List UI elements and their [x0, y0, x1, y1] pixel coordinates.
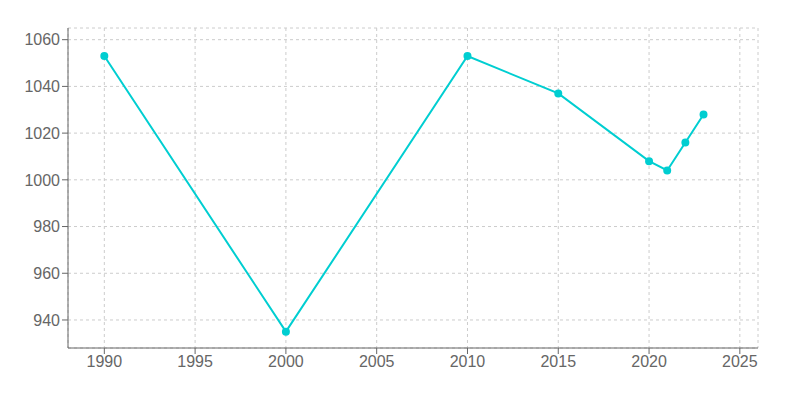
svg-text:2005: 2005 [359, 353, 395, 370]
svg-text:1995: 1995 [177, 353, 213, 370]
svg-text:2010: 2010 [450, 353, 486, 370]
svg-text:2000: 2000 [268, 353, 304, 370]
svg-text:960: 960 [33, 265, 60, 282]
svg-text:940: 940 [33, 312, 60, 329]
svg-text:1000: 1000 [24, 172, 60, 189]
svg-text:2020: 2020 [631, 353, 667, 370]
svg-text:2025: 2025 [722, 353, 758, 370]
svg-text:1040: 1040 [24, 78, 60, 95]
svg-text:1990: 1990 [87, 353, 123, 370]
svg-text:2015: 2015 [540, 353, 576, 370]
svg-text:1060: 1060 [24, 31, 60, 48]
svg-text:980: 980 [33, 218, 60, 235]
svg-text:1020: 1020 [24, 125, 60, 142]
